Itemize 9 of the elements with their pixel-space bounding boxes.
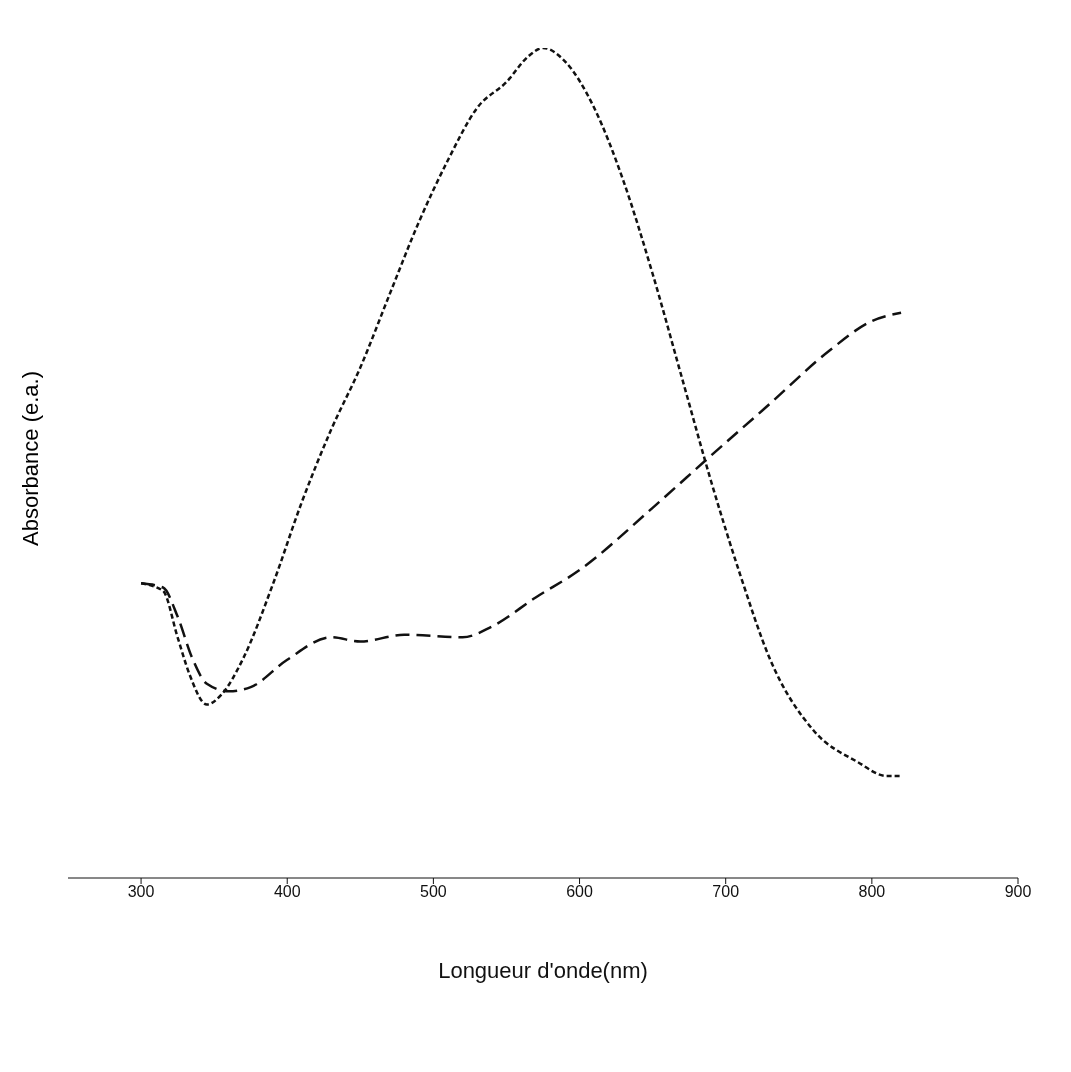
y-axis-title: Absorbance (e.a.) xyxy=(18,370,44,546)
x-axis-title: Longueur d'onde(nm) xyxy=(438,958,648,983)
x-tick-label: 800 xyxy=(858,883,886,901)
x-tick-label: 500 xyxy=(420,883,447,901)
x-tick-label: 700 xyxy=(712,883,740,901)
x-tick-label: 900 xyxy=(1004,883,1032,901)
x-tick-label: 600 xyxy=(566,883,593,901)
x-tick-label: 400 xyxy=(273,883,301,901)
x-tick-label: 300 xyxy=(127,883,155,901)
